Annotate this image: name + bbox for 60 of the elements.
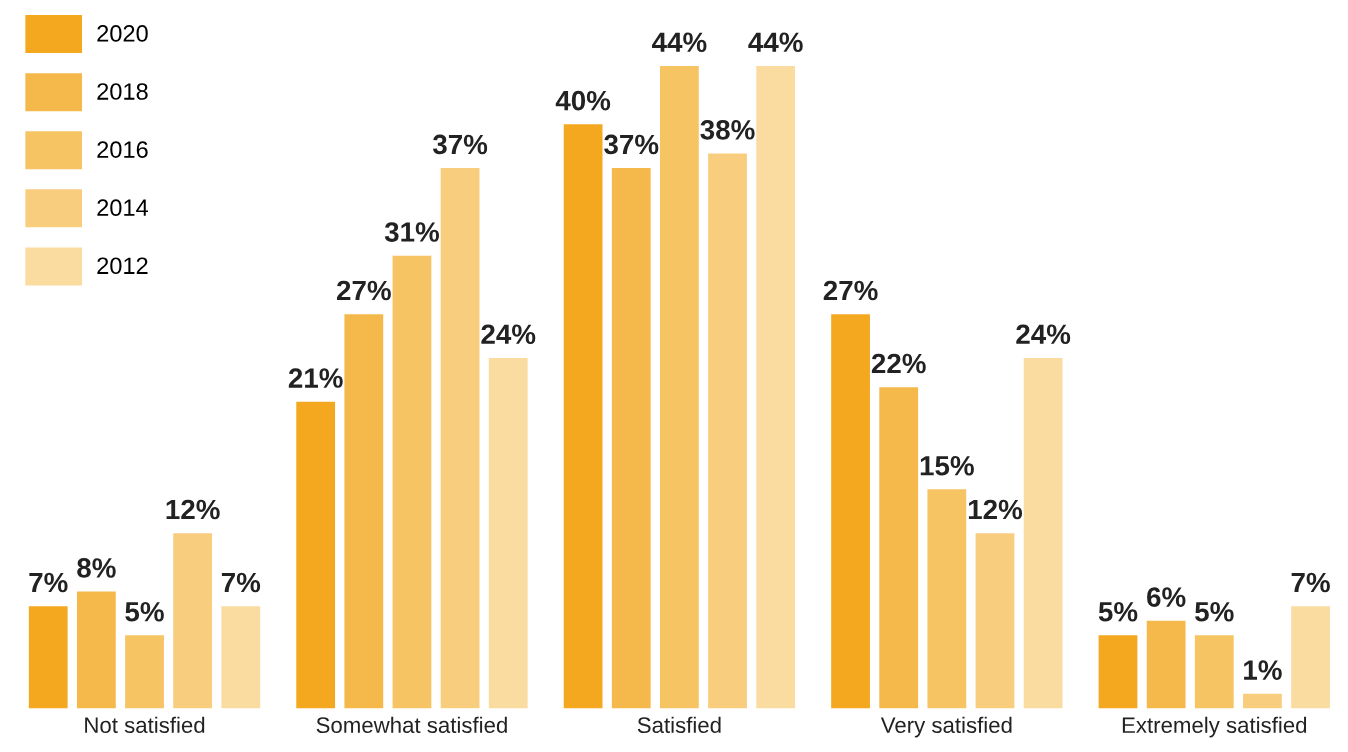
bar bbox=[1023, 357, 1063, 709]
bar bbox=[1146, 620, 1186, 709]
data-label: 22% bbox=[871, 353, 926, 374]
legend-label: 2014 bbox=[97, 199, 149, 217]
bar bbox=[660, 65, 699, 709]
data-label: 1% bbox=[1244, 660, 1282, 680]
bar bbox=[221, 606, 261, 709]
data-label: 12% bbox=[968, 499, 1023, 520]
bar bbox=[344, 314, 384, 709]
bar bbox=[563, 124, 603, 709]
data-label: 44% bbox=[652, 32, 707, 53]
data-label: 27% bbox=[823, 280, 878, 301]
data-label: 38% bbox=[700, 120, 755, 140]
bar bbox=[927, 489, 967, 709]
bar bbox=[440, 168, 480, 709]
bar bbox=[173, 533, 213, 709]
bar bbox=[76, 591, 116, 709]
bar bbox=[756, 65, 796, 709]
bar bbox=[879, 387, 919, 709]
data-label: 5% bbox=[1098, 601, 1138, 622]
data-label: 24% bbox=[1016, 324, 1071, 345]
x-tick-label: Very satisfied bbox=[880, 716, 1012, 738]
bar bbox=[28, 606, 68, 709]
data-label: 5% bbox=[125, 601, 164, 622]
bar bbox=[296, 401, 336, 709]
bar bbox=[392, 255, 432, 709]
bar bbox=[611, 168, 651, 709]
legend-label: 2020 bbox=[97, 25, 148, 42]
data-label: 6% bbox=[1147, 587, 1186, 607]
bar bbox=[125, 635, 164, 709]
legend-label: 2018 bbox=[97, 83, 148, 100]
bar bbox=[1291, 606, 1330, 709]
legend-label: 2016 bbox=[97, 141, 148, 158]
data-label: 40% bbox=[555, 90, 611, 111]
bar bbox=[1098, 635, 1138, 709]
bar bbox=[1194, 635, 1234, 709]
data-label: 5% bbox=[1195, 601, 1234, 622]
data-label: 7% bbox=[221, 572, 261, 593]
bar bbox=[488, 357, 528, 709]
data-label: 8% bbox=[77, 558, 116, 578]
data-label: 44% bbox=[748, 32, 803, 53]
bar bbox=[831, 314, 870, 709]
data-label: 24% bbox=[481, 324, 536, 345]
bar bbox=[975, 533, 1015, 709]
x-tick-label: Extremely satisfied bbox=[1122, 716, 1307, 738]
data-label: 37% bbox=[432, 134, 488, 155]
data-label: 7% bbox=[1291, 572, 1330, 593]
data-label: 37% bbox=[604, 134, 659, 155]
bar bbox=[1243, 693, 1282, 709]
x-tick-label: Somewhat satisfied bbox=[316, 716, 507, 734]
bar bbox=[708, 153, 747, 709]
x-tick-label: Satisfied bbox=[637, 716, 721, 734]
legend-label: 2012 bbox=[97, 257, 148, 275]
data-label: 12% bbox=[166, 499, 220, 520]
data-label: 15% bbox=[920, 455, 974, 476]
x-tick-label: Not satisfied bbox=[85, 716, 205, 734]
data-label: 27% bbox=[336, 280, 391, 301]
data-label: 7% bbox=[29, 572, 68, 593]
data-label: 31% bbox=[384, 222, 440, 242]
data-label: 21% bbox=[288, 368, 343, 388]
